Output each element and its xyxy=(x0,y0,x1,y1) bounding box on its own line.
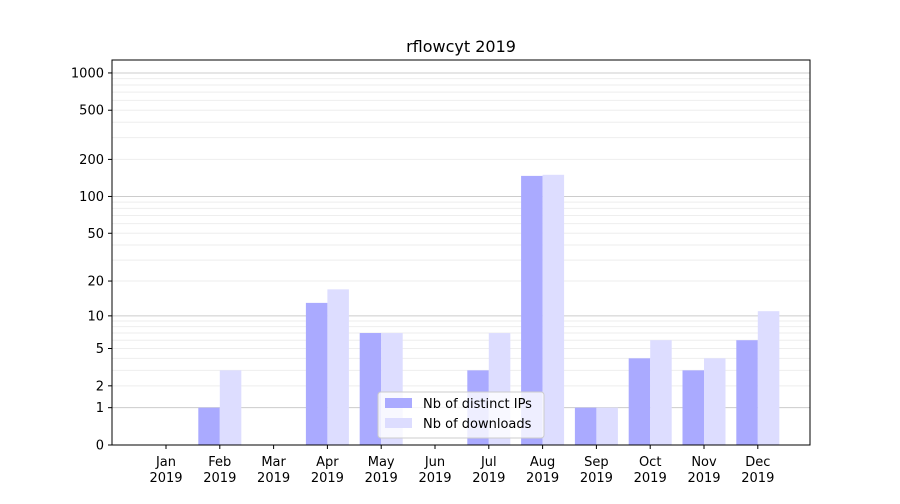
bar-downloads xyxy=(757,311,780,445)
x-tick-label: Feb 2019 xyxy=(203,455,236,486)
bar-distinct-ips xyxy=(521,175,543,445)
bar-distinct-ips xyxy=(305,302,328,445)
bar-downloads xyxy=(596,407,618,445)
y-tick-label: 100 xyxy=(79,190,104,205)
x-tick-label: Nov 2019 xyxy=(687,455,720,486)
x-tick-label: Jan 2019 xyxy=(149,455,182,486)
legend-box xyxy=(377,391,545,439)
bar-distinct-ips xyxy=(628,358,651,445)
x-tick-label: Jun 2019 xyxy=(418,455,451,486)
bar-distinct-ips xyxy=(682,370,704,445)
bar-distinct-ips xyxy=(359,333,382,445)
y-tick-label: 5 xyxy=(96,342,104,357)
x-tick-label: Dec 2019 xyxy=(741,455,774,486)
y-tick-label: 0 xyxy=(96,439,104,454)
x-tick-label: May 2019 xyxy=(365,455,398,486)
legend: Nb of distinct IPs Nb of downloads xyxy=(377,391,545,439)
legend-label: Nb of downloads xyxy=(423,417,532,432)
chart-title: rflowcyt 2019 xyxy=(406,37,516,56)
x-tick-label: Mar 2019 xyxy=(257,455,290,486)
x-tick-label: Aug 2019 xyxy=(526,455,559,486)
bar-distinct-ips xyxy=(736,340,758,445)
y-tick-label: 50 xyxy=(87,227,104,242)
bar-distinct-ips xyxy=(198,407,220,445)
x-tick-label: Oct 2019 xyxy=(634,455,667,486)
legend-label: Nb of distinct IPs xyxy=(423,397,532,412)
legend-swatch xyxy=(385,398,412,408)
bar-downloads xyxy=(650,340,672,445)
y-tick-label: 200 xyxy=(79,153,104,168)
y-tick-label: 2 xyxy=(96,379,104,394)
bar-downloads xyxy=(327,289,349,445)
bar-downloads xyxy=(704,358,726,445)
bar-distinct-ips xyxy=(574,407,597,445)
bar-downloads xyxy=(542,174,565,445)
x-tick-label: Apr 2019 xyxy=(311,455,344,486)
legend-swatch xyxy=(385,418,412,428)
plot-frame xyxy=(111,59,811,446)
x-tick-label: Sep 2019 xyxy=(580,455,613,486)
bar-downloads xyxy=(219,370,242,445)
y-tick-label: 1 xyxy=(96,401,104,416)
y-tick-label: 500 xyxy=(79,104,104,119)
y-tick-label: 20 xyxy=(87,275,104,290)
y-tick-label: 10 xyxy=(87,309,104,324)
x-tick-label: Jul 2019 xyxy=(472,455,505,486)
y-tick-label: 1000 xyxy=(71,66,104,81)
